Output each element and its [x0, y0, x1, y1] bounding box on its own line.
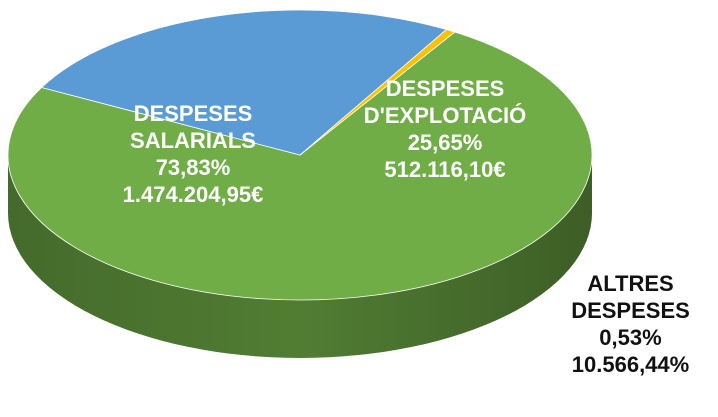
slice-amount: 10.566,44%	[548, 351, 713, 378]
slice-label-line: DESPESES	[548, 297, 713, 324]
slice-amount: 1.474.204,95€	[88, 181, 298, 208]
slice-label-line: ALTRES	[548, 270, 713, 297]
slice-label-line: D'EXPLOTACIÓ	[345, 102, 545, 129]
data-label-altres: ALTRES DESPESES 0,53% 10.566,44%	[548, 270, 713, 378]
slice-percent: 25,65%	[345, 129, 545, 156]
slice-label-line: SALARIALS	[88, 127, 298, 154]
slice-percent: 73,83%	[88, 154, 298, 181]
slice-amount: 512.116,10€	[345, 156, 545, 183]
slice-label-line: DESPESES	[345, 75, 545, 102]
slice-label-line: DESPESES	[88, 100, 298, 127]
data-label-explotacio: DESPESES D'EXPLOTACIÓ 25,65% 512.116,10€	[345, 75, 545, 183]
slice-percent: 0,53%	[548, 324, 713, 351]
data-label-salarials: DESPESES SALARIALS 73,83% 1.474.204,95€	[88, 100, 298, 208]
